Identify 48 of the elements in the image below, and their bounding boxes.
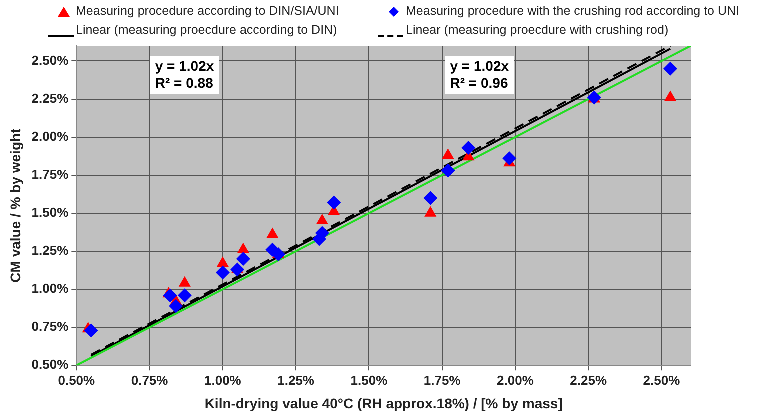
legend-label: Linear (measuring proecdure according to DIN) bbox=[76, 22, 338, 39]
point bbox=[178, 276, 191, 287]
point bbox=[462, 140, 476, 155]
x-tick-label: 2.00% bbox=[497, 372, 534, 388]
point bbox=[230, 262, 245, 277]
point bbox=[424, 206, 437, 217]
x-tick-label: 1.75% bbox=[424, 372, 462, 388]
x-tick-label: 0.50% bbox=[58, 372, 96, 388]
x-tick-label: 1.25% bbox=[278, 372, 315, 388]
y-tick-label: 0.75% bbox=[32, 319, 70, 334]
point bbox=[272, 248, 286, 262]
x-tick-label: 1.50% bbox=[350, 372, 388, 388]
y-tick-label: 2.25% bbox=[32, 90, 70, 106]
point bbox=[266, 228, 279, 238]
y-tick-label: 1.75% bbox=[32, 166, 70, 182]
annotation: y = 1.02x R² = 0.88 bbox=[150, 56, 220, 94]
annotation: y = 1.02x R² = 0.96 bbox=[445, 56, 514, 94]
point bbox=[163, 288, 178, 303]
point bbox=[327, 196, 342, 210]
y-tick-label: 1.50% bbox=[32, 204, 70, 220]
x-axis-title: Kiln-drying value 40°C (RH approx.18%) / [% by mass] bbox=[204, 395, 563, 412]
legend-label: Linear (measuring proecdure with crushing rod) bbox=[406, 22, 669, 39]
legend-label: Measuring procedure with the crushing rod according to UNI bbox=[406, 3, 740, 20]
point bbox=[169, 299, 184, 314]
x-tick-label: 1.00% bbox=[204, 372, 242, 388]
point bbox=[502, 152, 517, 166]
point bbox=[178, 288, 192, 303]
legend-label: Measuring procedure according to DIN/SIA/UNI bbox=[76, 3, 340, 20]
point bbox=[216, 256, 229, 268]
x-tick-label: 2.25% bbox=[570, 372, 608, 388]
y-tick-label: 2.00% bbox=[32, 128, 70, 144]
y-tick-label: 1.00% bbox=[32, 281, 70, 296]
point bbox=[441, 164, 456, 178]
point bbox=[424, 191, 438, 206]
point bbox=[316, 214, 328, 225]
y-tick-label: 0.50% bbox=[32, 357, 70, 372]
point bbox=[236, 252, 250, 266]
point bbox=[664, 62, 678, 76]
point bbox=[442, 148, 454, 160]
point bbox=[664, 90, 677, 102]
y-tick-label: 1.25% bbox=[32, 243, 70, 258]
point bbox=[84, 324, 98, 338]
x-tick-label: 0.75% bbox=[131, 372, 169, 388]
point bbox=[237, 242, 250, 254]
point bbox=[216, 266, 230, 280]
x-tick-label: 2.50% bbox=[643, 372, 681, 388]
y-axis-title: CM value / % by weight bbox=[7, 128, 24, 283]
y-tick-label: 2.50% bbox=[32, 52, 70, 68]
